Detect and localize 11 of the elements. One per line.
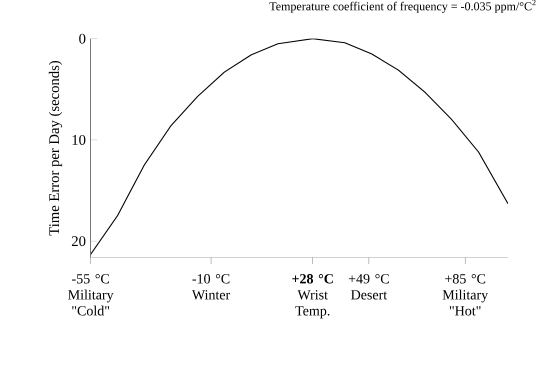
line-series — [90, 38, 508, 255]
y-tick-label: 0 — [79, 34, 86, 44]
chart-title: Temperature coefficient of frequency = -0.035 ppm/°C$^{2}$ — [269, 0, 536, 13]
x-tick-label: +49 °C Desert — [348, 274, 389, 300]
x-tick-label: -10 °C Winter — [192, 274, 230, 300]
x-tick-label: +85 °C Military "Hot" — [442, 274, 488, 316]
y-tick-label: 10 — [72, 134, 86, 145]
y-axis-title: Time Error per Day (seconds) — [48, 60, 62, 236]
x-tick-label: -55 °C Military "Cold" — [68, 274, 114, 316]
x-tick-label: +28 °C Wrist Temp. — [292, 274, 333, 318]
y-tick-label: 20 — [72, 236, 86, 246]
